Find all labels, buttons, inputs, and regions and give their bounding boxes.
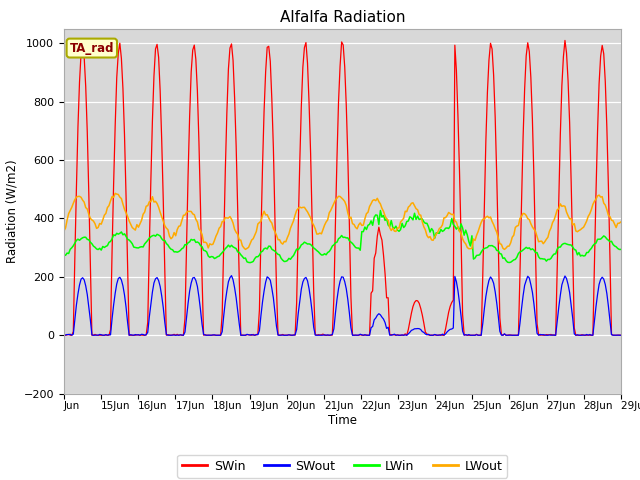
LWin <box>589 243 596 249</box>
SWout <box>228 273 236 278</box>
Line: SWout: SWout <box>64 276 621 335</box>
SWin <box>305 100 313 106</box>
LWin <box>60 252 68 258</box>
LWin <box>226 244 234 250</box>
Line: SWin: SWin <box>64 40 621 335</box>
SWin <box>60 332 68 338</box>
LWout <box>246 241 254 247</box>
LWout <box>228 216 236 222</box>
SWin <box>130 332 138 338</box>
SWout <box>130 332 138 338</box>
LWout <box>305 212 313 218</box>
LWin <box>246 260 254 265</box>
LWout <box>60 228 68 234</box>
SWout <box>257 312 265 318</box>
LWout <box>617 219 625 225</box>
SWout <box>68 332 76 338</box>
SWout <box>60 332 68 338</box>
Legend: SWin, SWout, LWin, LWout: SWin, SWout, LWin, LWout <box>177 455 508 478</box>
LWin <box>617 247 625 252</box>
SWin <box>561 37 569 43</box>
SWin <box>61 332 69 338</box>
Line: LWin: LWin <box>64 211 621 263</box>
LWout <box>255 220 263 226</box>
Text: TA_rad: TA_rad <box>70 42 114 55</box>
SWin <box>255 307 263 313</box>
LWout <box>130 226 138 232</box>
LWin <box>255 252 263 258</box>
LWin <box>376 208 384 214</box>
SWout <box>589 332 596 338</box>
SWin <box>589 332 596 338</box>
LWin <box>244 260 252 265</box>
Line: LWout: LWout <box>64 193 621 250</box>
LWout <box>111 191 119 196</box>
SWout <box>248 332 255 337</box>
Y-axis label: Radiation (W/m2): Radiation (W/m2) <box>5 159 18 263</box>
LWout <box>500 247 508 252</box>
LWin <box>305 241 313 247</box>
SWout <box>617 332 625 338</box>
SWin <box>228 41 236 47</box>
Title: Alfalfa Radiation: Alfalfa Radiation <box>280 10 405 25</box>
SWin <box>246 332 254 337</box>
SWout <box>307 296 314 302</box>
LWout <box>589 202 596 207</box>
SWout <box>229 277 237 283</box>
SWin <box>617 332 625 338</box>
LWin <box>129 241 136 247</box>
X-axis label: Time: Time <box>328 414 357 427</box>
